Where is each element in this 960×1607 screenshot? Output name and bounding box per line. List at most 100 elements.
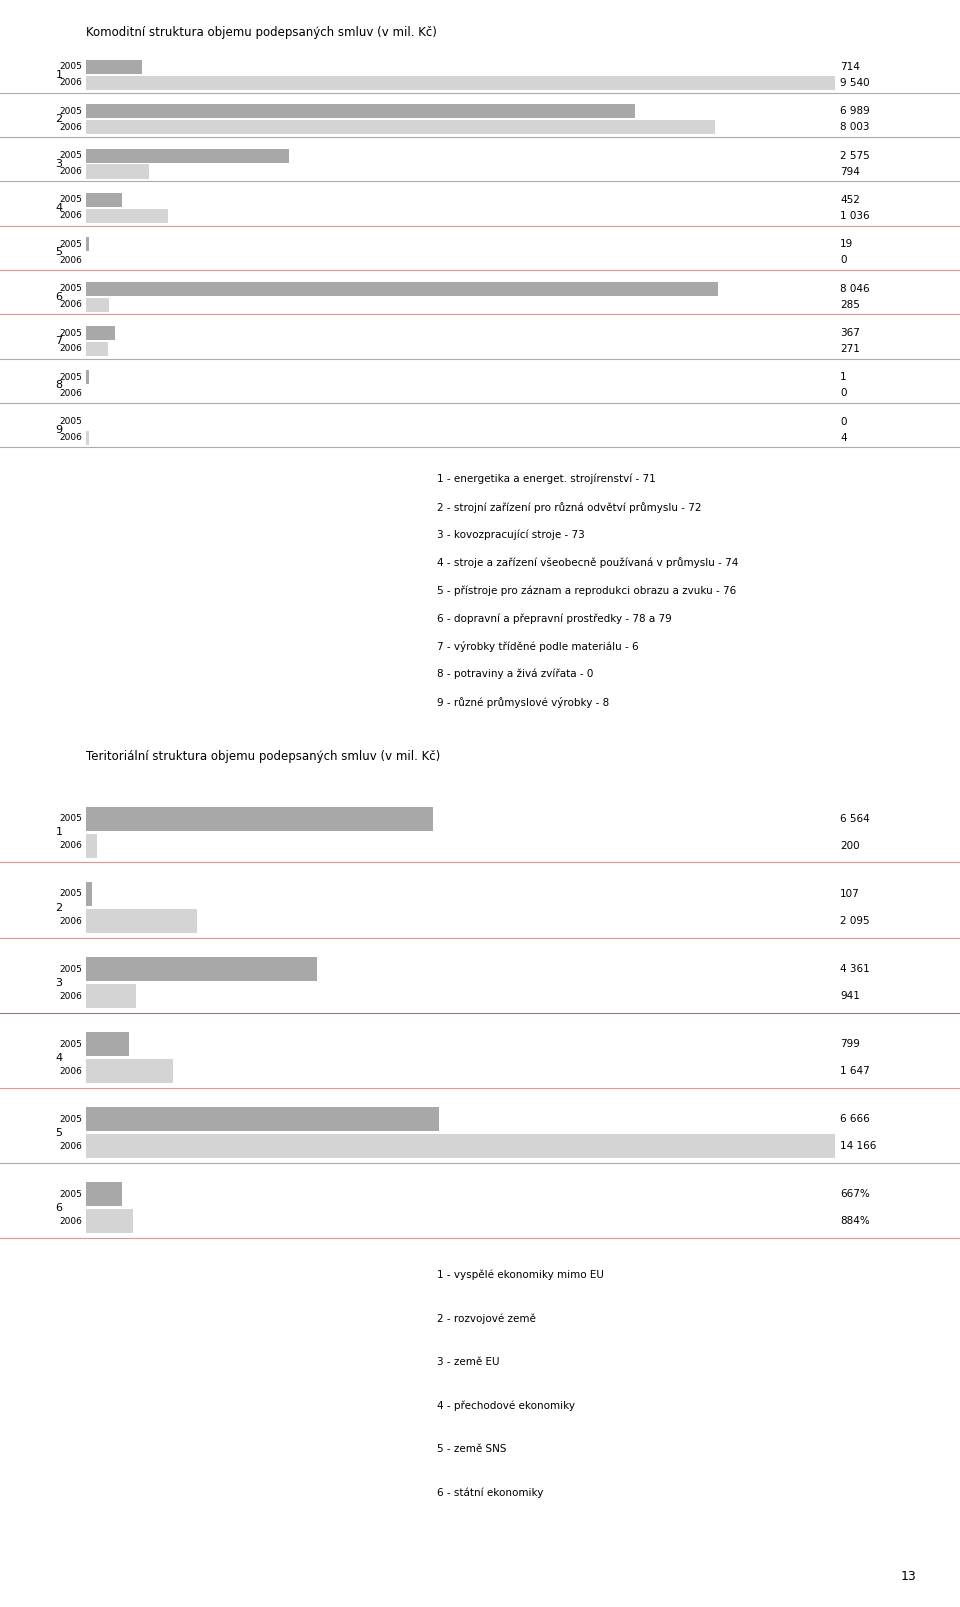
Text: 4: 4 (840, 432, 847, 442)
Text: 1: 1 (840, 373, 847, 382)
Text: 2006: 2006 (60, 167, 83, 177)
Bar (86, 1135, 835, 1159)
Text: 2006: 2006 (60, 256, 83, 265)
Text: 2006: 2006 (60, 842, 83, 850)
Text: 2006: 2006 (60, 434, 83, 442)
Bar (86, 370, 89, 384)
Bar (86, 1032, 129, 1056)
Text: 14 166: 14 166 (840, 1141, 876, 1151)
Text: 9 540: 9 540 (840, 77, 870, 88)
Text: 3: 3 (56, 159, 62, 169)
Bar (86, 148, 289, 162)
Text: 6 - státní ekonomiky: 6 - státní ekonomiky (437, 1488, 543, 1498)
Text: 4 361: 4 361 (840, 964, 870, 974)
Text: Komoditní struktura objemu podepsaných smluv (v mil. Kč): Komoditní struktura objemu podepsaných s… (86, 26, 437, 39)
Bar (86, 164, 149, 178)
Text: 6 - dopravní a přepravní prostředky - 78 a 79: 6 - dopravní a přepravní prostředky - 78… (437, 614, 672, 624)
Text: 1 036: 1 036 (840, 211, 870, 220)
Bar (86, 76, 835, 90)
Text: 4: 4 (56, 1053, 62, 1062)
Text: 0: 0 (840, 389, 847, 399)
Text: 941: 941 (840, 992, 860, 1001)
Text: 8 046: 8 046 (840, 284, 870, 294)
Text: 7 - výrobky tříděné podle materiálu - 6: 7 - výrobky tříděné podle materiálu - 6 (437, 641, 638, 652)
Text: 2005: 2005 (60, 1040, 83, 1049)
Text: 9 - různé průmyslové výrobky - 8: 9 - různé průmyslové výrobky - 8 (437, 697, 609, 707)
Text: 2 - strojní zařízení pro různá odvětví průmyslu - 72: 2 - strojní zařízení pro různá odvětví p… (437, 501, 702, 513)
Text: 285: 285 (840, 299, 860, 310)
Text: 884%: 884% (840, 1216, 870, 1226)
Text: Teritoriální struktura objemu podepsaných smluv (v mil. Kč): Teritoriální struktura objemu podepsanýc… (86, 750, 441, 763)
Text: 1 - vyspělé ekonomiky mimo EU: 1 - vyspělé ekonomiky mimo EU (437, 1270, 604, 1281)
Text: 2005: 2005 (60, 328, 83, 337)
Text: 2005: 2005 (60, 239, 83, 249)
Bar (86, 1183, 122, 1207)
Text: 2006: 2006 (60, 1216, 83, 1226)
Text: 799: 799 (840, 1040, 860, 1049)
Bar (86, 209, 168, 223)
Text: 2006: 2006 (60, 79, 83, 87)
Text: 2005: 2005 (60, 890, 83, 898)
Text: 367: 367 (840, 328, 860, 337)
Text: 794: 794 (840, 167, 860, 177)
Bar (86, 59, 142, 74)
Text: 1 647: 1 647 (840, 1065, 870, 1077)
Bar (86, 807, 433, 831)
Text: 2006: 2006 (60, 122, 83, 132)
Text: 4: 4 (56, 202, 62, 214)
Text: 2005: 2005 (60, 106, 83, 116)
Text: 5 - země SNS: 5 - země SNS (437, 1445, 506, 1454)
Text: 5: 5 (56, 1128, 62, 1138)
Text: 19: 19 (840, 239, 853, 249)
Text: 4 - přechodové ekonomiky: 4 - přechodové ekonomiky (437, 1401, 575, 1411)
Text: 2005: 2005 (60, 815, 83, 823)
Text: 2006: 2006 (60, 344, 83, 354)
Text: 8 - potraviny a živá zvířata - 0: 8 - potraviny a živá zvířata - 0 (437, 669, 593, 680)
Text: 13: 13 (901, 1570, 917, 1583)
Text: 8: 8 (56, 381, 62, 391)
Text: 6 564: 6 564 (840, 813, 870, 824)
Bar (86, 281, 718, 296)
Text: 2005: 2005 (60, 63, 83, 71)
Text: 2006: 2006 (60, 212, 83, 220)
Bar (86, 326, 115, 341)
Text: 2 095: 2 095 (840, 916, 870, 926)
Bar (86, 431, 89, 445)
Text: 6: 6 (56, 291, 62, 302)
Bar (86, 958, 317, 982)
Text: 2006: 2006 (60, 301, 83, 309)
Text: 2: 2 (56, 903, 62, 913)
Text: 2005: 2005 (60, 196, 83, 204)
Text: 271: 271 (840, 344, 860, 354)
Text: 452: 452 (840, 194, 860, 206)
Text: 2 575: 2 575 (840, 151, 870, 161)
Bar (86, 910, 197, 934)
Bar (86, 1210, 133, 1234)
Text: 2006: 2006 (60, 1067, 83, 1075)
Text: 2005: 2005 (60, 373, 83, 382)
Text: 3: 3 (56, 977, 62, 988)
Text: 9: 9 (56, 424, 62, 435)
Text: 5 - přístroje pro záznam a reprodukci obrazu a zvuku - 76: 5 - přístroje pro záznam a reprodukci ob… (437, 585, 736, 596)
Bar (86, 342, 108, 357)
Text: 2006: 2006 (60, 1143, 83, 1151)
Text: 8 003: 8 003 (840, 122, 870, 132)
Bar (86, 834, 97, 858)
Text: 6: 6 (56, 1204, 62, 1213)
Text: 714: 714 (840, 63, 860, 72)
Text: 6 989: 6 989 (840, 106, 870, 116)
Text: 7: 7 (56, 336, 62, 346)
Text: 5: 5 (56, 247, 62, 257)
Text: 4 - stroje a zařízení všeobecně používaná v průmyslu - 74: 4 - stroje a zařízení všeobecně používan… (437, 558, 738, 569)
Text: 2: 2 (56, 114, 62, 124)
Bar (86, 1059, 174, 1083)
Text: 3 - země EU: 3 - země EU (437, 1356, 499, 1368)
Text: 0: 0 (840, 256, 847, 265)
Text: 107: 107 (840, 889, 860, 898)
Text: 2 - rozvojové země: 2 - rozvojové země (437, 1313, 536, 1324)
Text: 2006: 2006 (60, 389, 83, 399)
Bar (86, 238, 89, 251)
Text: 2005: 2005 (60, 964, 83, 974)
Bar (86, 1107, 439, 1131)
Text: 0: 0 (840, 416, 847, 427)
